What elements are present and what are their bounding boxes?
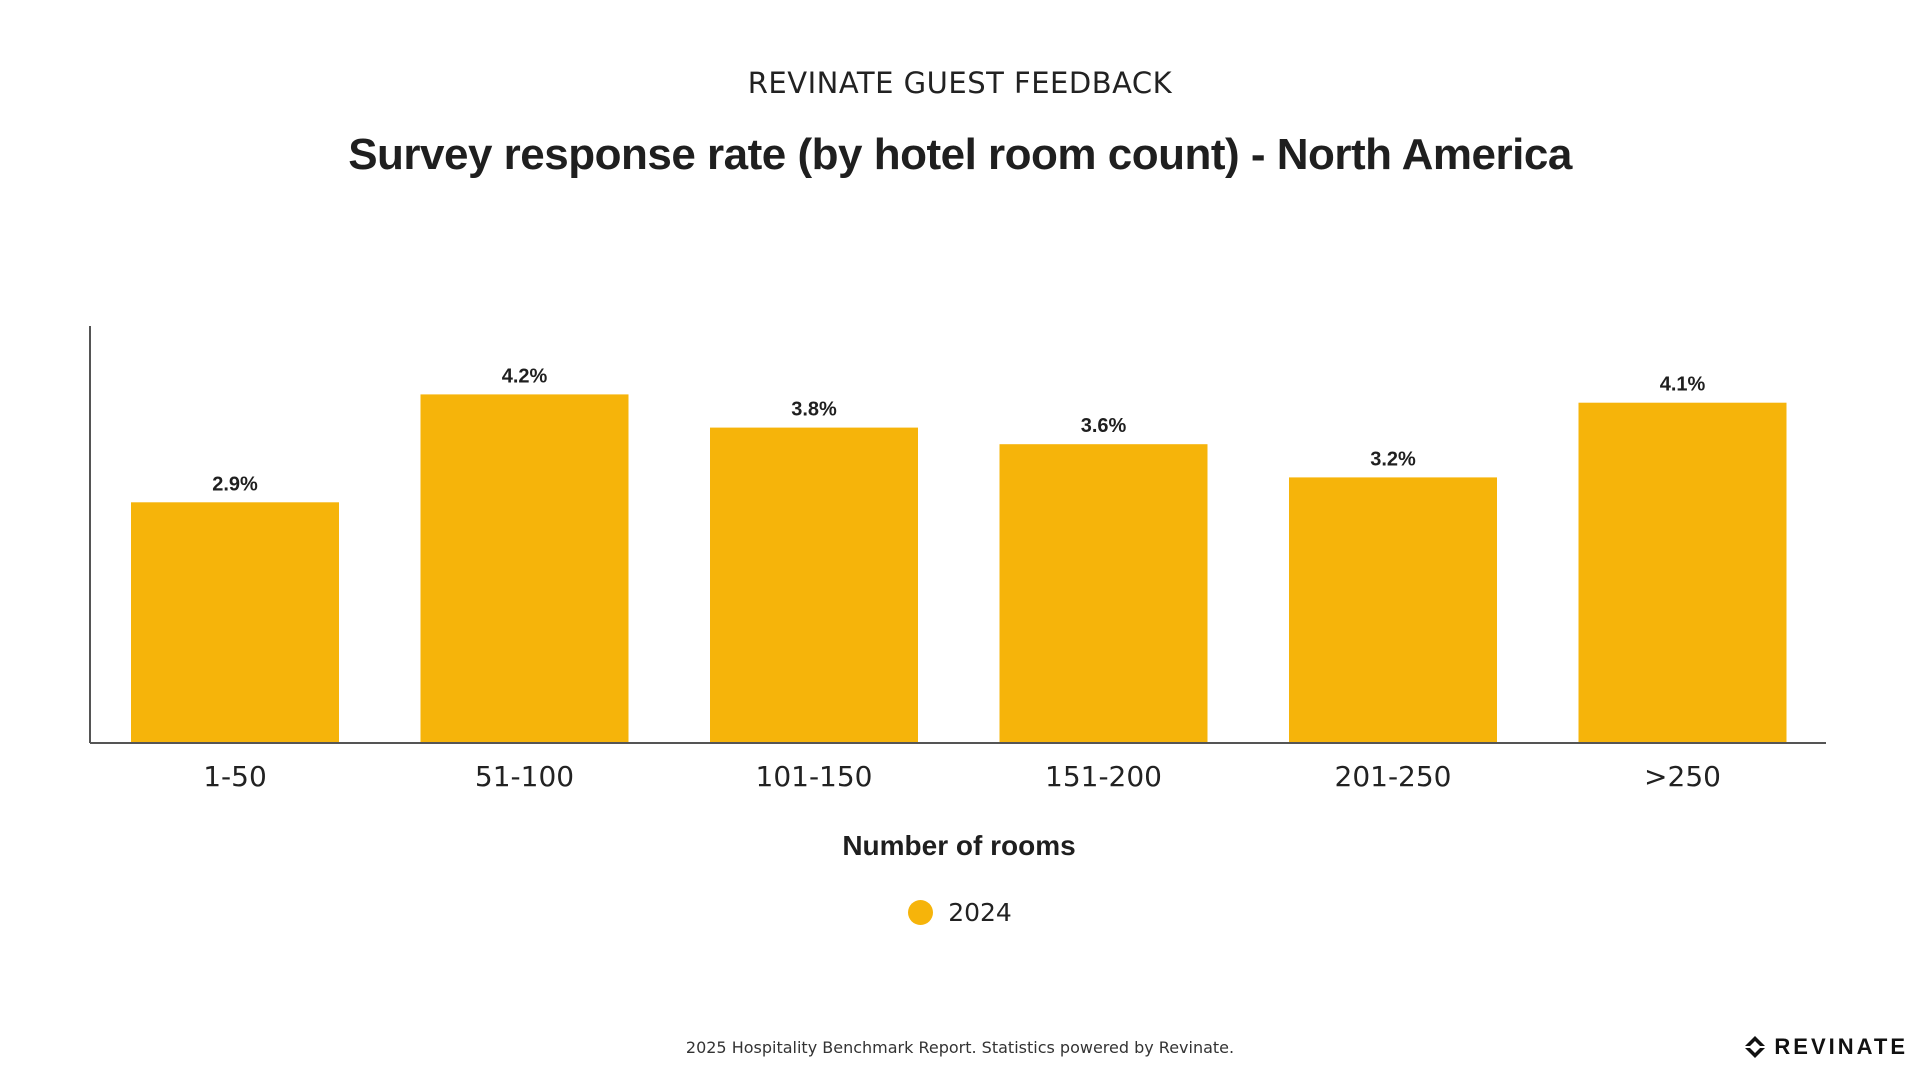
x-tick-label-4: 151-200 [1045, 760, 1162, 793]
footer-credit: 2025 Hospitality Benchmark Report. Stati… [685, 1038, 1235, 1057]
x-tick-label-5: 201-250 [1335, 760, 1452, 793]
data-label-1: 2.9% [212, 473, 258, 495]
data-label-5: 3.2% [1370, 448, 1416, 470]
data-label-2: 4.2% [502, 365, 548, 387]
brand-logo: REVINATE [1744, 1034, 1908, 1060]
legend-swatch-2024 [908, 900, 934, 925]
bar-5 [1289, 477, 1497, 743]
x-tick-label-1: 1-50 [203, 760, 267, 793]
x-tick-label-6: >250 [1644, 760, 1721, 793]
bar-6 [1578, 402, 1787, 743]
revinate-logo-icon [1745, 1036, 1766, 1058]
bar-3 [710, 427, 918, 743]
x-tick-label-2: 51-100 [475, 760, 574, 793]
bar-2 [420, 394, 629, 743]
x-tick-label-3: 101-150 [756, 760, 873, 793]
bar-4 [999, 444, 1208, 743]
brand-name: REVINATE [1774, 1034, 1908, 1059]
report-supertitle: REVINATE GUEST FEEDBACK [747, 66, 1173, 100]
x-axis-label: Number of rooms [842, 830, 1075, 861]
bars-layer: 2.9% 4.2% 3.8% 3.6% 3.2% 4.1% [131, 365, 1787, 743]
chart-title: Survey response rate (by hotel room coun… [348, 130, 1572, 179]
data-label-4: 3.6% [1081, 415, 1127, 437]
data-label-6: 4.1% [1660, 374, 1706, 396]
bar-1 [131, 502, 339, 743]
legend-label-2024: 2024 [948, 898, 1012, 927]
axes-layer: 1-50 51-100 101-150 151-200 201-250 >250 [89, 326, 1826, 793]
data-label-3: 3.8% [791, 399, 837, 421]
chart-legend: 2024 [0, 898, 1920, 927]
